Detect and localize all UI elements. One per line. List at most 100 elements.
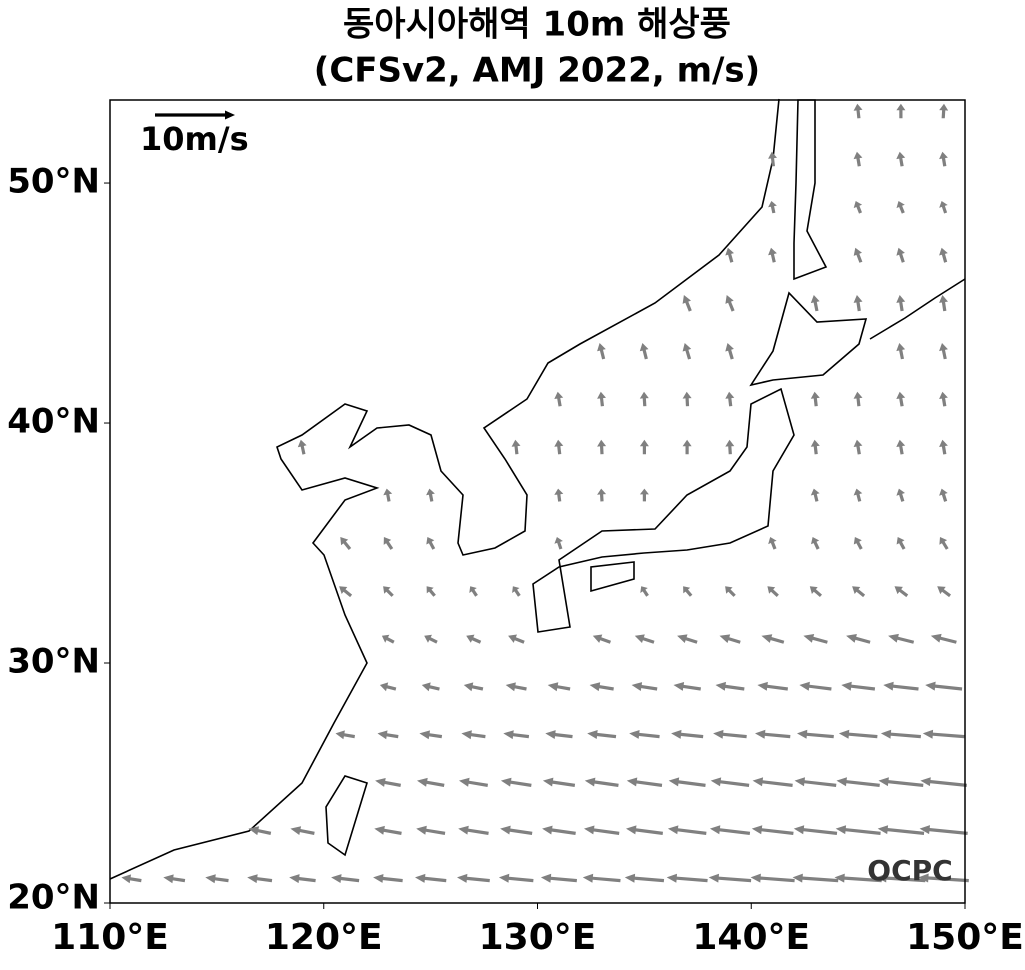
wind-vector [835, 825, 881, 835]
wind-vector [554, 537, 563, 550]
wind-vector [508, 634, 525, 644]
wind-vector [937, 586, 951, 598]
wind-vector [466, 634, 482, 644]
wind-vector [542, 825, 576, 835]
wind-vector [416, 825, 446, 835]
wind-vector [896, 343, 906, 360]
map-subtitle: (CFSv2, AMJ 2022, m/s) [314, 51, 760, 91]
wind-vector [639, 343, 649, 360]
wind-vector [757, 681, 788, 691]
wind-vector [374, 825, 402, 835]
wind-vector [634, 634, 655, 644]
wind-vector [939, 201, 948, 214]
wind-vector [589, 682, 614, 692]
wind-vector [853, 247, 863, 263]
wind-vector [668, 777, 706, 787]
wind-vector [836, 777, 880, 787]
wind-vector [761, 634, 785, 644]
wind-vector [248, 826, 272, 836]
wind-vector [639, 488, 649, 502]
vector-key: 10m/s [140, 110, 249, 158]
x-tick-label: 130°E [479, 917, 597, 958]
wind-vector [877, 825, 925, 835]
wind-vector [426, 537, 436, 550]
x-tick-label: 120°E [265, 917, 383, 958]
wind-vector [710, 777, 750, 787]
wind-vector [121, 874, 142, 884]
coastlines [109, 98, 966, 880]
wind-vector [939, 247, 948, 263]
wind-vector [505, 682, 527, 692]
wind-vector [896, 151, 906, 167]
wind-vector [896, 103, 906, 119]
wind-vector [853, 488, 863, 502]
x-tick-label: 110°E [51, 917, 169, 958]
wind-vector [383, 586, 394, 597]
wind-vector [419, 730, 443, 740]
wind-vector [725, 295, 735, 312]
wind-vector [331, 874, 360, 883]
wind-vector [469, 586, 478, 597]
wind-vector [939, 537, 949, 550]
wind-vector [626, 777, 663, 787]
wind-vector [853, 201, 863, 214]
wind-vector [767, 586, 779, 597]
wind-vector [896, 537, 906, 550]
wind-vector [597, 488, 607, 502]
wind-vector [725, 439, 735, 455]
wind-vector [792, 873, 839, 883]
wind-vector [888, 633, 915, 644]
wind-vector [799, 681, 832, 691]
wind-vector [626, 825, 663, 835]
wind-vector [810, 391, 820, 407]
wind-vector [841, 681, 876, 691]
wind-vector [939, 343, 948, 360]
x-tick-label: 150°E [906, 917, 1024, 958]
wind-vector [554, 488, 564, 502]
wind-vector [713, 729, 747, 739]
wind-vector [297, 439, 307, 455]
wind-vector [853, 295, 863, 312]
wind-vector [671, 729, 704, 739]
wind-vector [377, 730, 399, 740]
wind-vector [500, 777, 532, 787]
wind-vector [547, 682, 571, 692]
wind-vector [426, 488, 435, 502]
wind-vector [876, 873, 926, 883]
wind-vector [381, 634, 395, 644]
wind-vector [725, 586, 736, 597]
logo: OCPC [867, 854, 952, 887]
wind-vector [853, 103, 863, 119]
wind-vector [639, 391, 649, 407]
wind-vector [682, 295, 692, 312]
wind-vector [290, 826, 315, 835]
wind-vector [339, 586, 353, 598]
wind-vector [708, 873, 752, 883]
wind-vector [939, 151, 948, 167]
wind-vector [500, 825, 533, 835]
wind-vector [768, 201, 777, 214]
wind-vector [597, 439, 607, 455]
wind-vector [939, 391, 948, 407]
wind-vector [639, 439, 649, 455]
wind-vector [853, 151, 863, 167]
wind-vector [755, 729, 791, 739]
wind-vector [631, 682, 658, 691]
wind-vector [852, 586, 866, 598]
wind-vector [592, 634, 611, 644]
wind-vector [587, 730, 617, 739]
wind-vector [846, 634, 871, 644]
wind-vector [554, 391, 564, 407]
wind-vector [725, 247, 734, 263]
wind-vector [896, 295, 906, 312]
map-frame [109, 99, 966, 904]
kuril-islands [869, 278, 966, 340]
wind-vector [878, 777, 924, 787]
wind-vector [667, 825, 707, 835]
wind-vector [554, 439, 564, 455]
wind-vector [768, 537, 777, 550]
wind-vector [883, 681, 919, 691]
wind-vector [853, 391, 863, 407]
wind-vector [918, 873, 969, 883]
